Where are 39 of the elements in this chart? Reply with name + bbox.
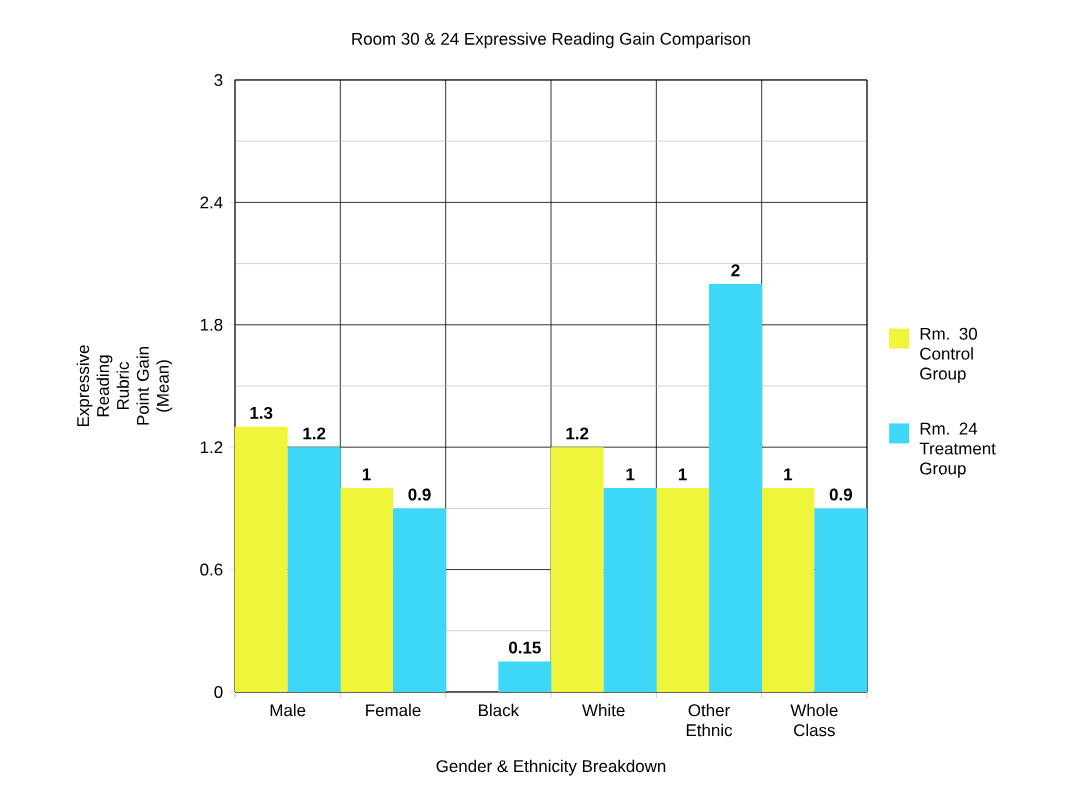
data-label: 0.9 (829, 488, 852, 501)
bar (656, 487, 710, 692)
data-label: 1 (626, 468, 635, 481)
x-tick-label: White (582, 703, 625, 717)
x-tick-label: Whole Class (790, 703, 838, 737)
legend-label: Rm. 24 Treatment Group (919, 422, 996, 478)
y-axis-title: Expressive Reading Rubric Point Gain (Mean) (76, 345, 173, 427)
data-label: 1 (362, 468, 371, 481)
bar (603, 487, 657, 692)
y-tick-label: 1.2 (200, 441, 223, 454)
bar (234, 426, 288, 692)
bar (498, 661, 552, 692)
bar (340, 487, 394, 692)
x-tick-label: Other Ethnic (686, 703, 733, 737)
x-tick-label: Male (270, 703, 306, 717)
y-tick-label: 0 (214, 685, 223, 698)
chart-title: Room 30 & 24 Expressive Reading Gain Comparison (352, 32, 750, 49)
data-label: 0.9 (408, 488, 431, 501)
bar (761, 487, 815, 692)
x-tick-label: Black (479, 703, 520, 717)
bar (709, 283, 763, 692)
y-tick-label: 2.4 (200, 196, 223, 209)
data-label: 2 (731, 264, 740, 277)
data-label: 1 (784, 468, 793, 481)
x-tick-label: Female (366, 703, 421, 717)
bar (814, 508, 868, 692)
bar (287, 447, 341, 692)
y-tick-label: 0.6 (200, 563, 223, 576)
bar (393, 508, 447, 692)
data-label: 1.2 (303, 427, 326, 440)
x-axis-title: Gender & Ethnicity Breakdown (436, 759, 666, 776)
legend-label: Rm. 30 Control Group (920, 327, 978, 383)
data-label: 0.15 (509, 641, 541, 654)
y-tick-label: 3 (214, 73, 223, 86)
bar (550, 447, 604, 692)
data-label: 1 (678, 468, 687, 481)
y-tick-label: 1.8 (200, 318, 223, 331)
data-label: 1.3 (250, 406, 273, 419)
data-label: 1.2 (566, 427, 589, 440)
